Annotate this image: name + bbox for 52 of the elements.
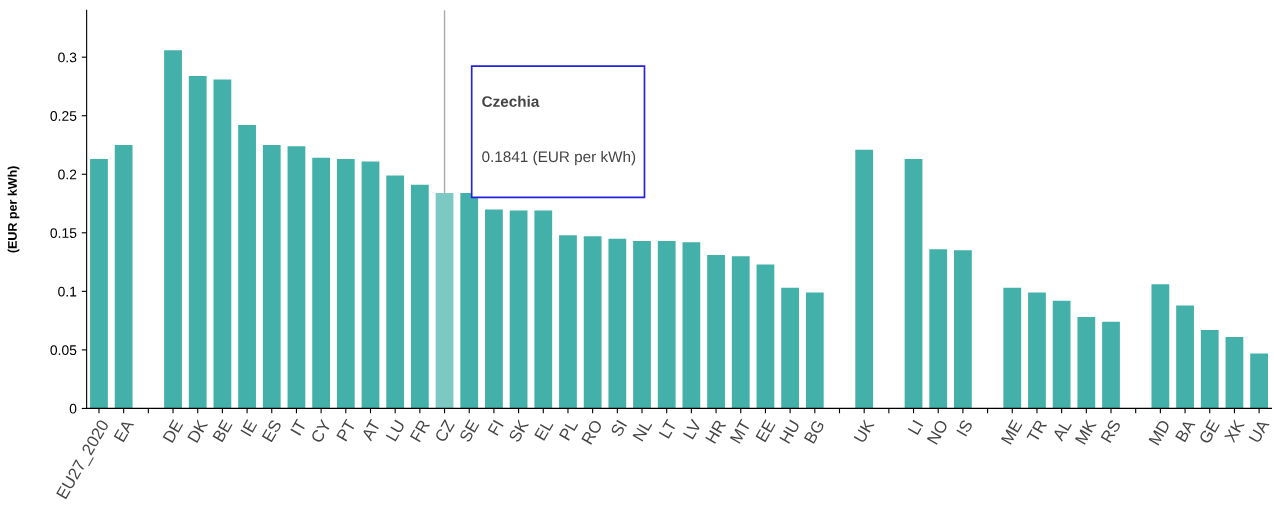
x-tick-label: TR: [1026, 419, 1048, 444]
y-tick-label: 0: [69, 403, 77, 414]
x-tick-label: EA: [113, 418, 135, 443]
x-tick-label: MK: [1075, 418, 1097, 445]
x-tick-label: UK: [853, 418, 875, 444]
x-tick-label: LV: [683, 418, 702, 440]
x-tick-label: CZ: [434, 418, 455, 443]
annotation: 0.1841 (EUR per kWh): [482, 150, 636, 166]
x-tick-label: IT: [290, 418, 307, 436]
x-tick-label: UA: [1248, 418, 1270, 444]
x-tick-label: MD: [1148, 419, 1171, 446]
x-tick-label: BG: [803, 419, 825, 444]
x-tick-label: ME: [1000, 419, 1023, 445]
x-tick-label: NO: [926, 419, 949, 445]
x-tick-label: DE: [162, 419, 184, 444]
x-tick-label: AL: [1051, 418, 1072, 442]
x-tick-label: EE: [755, 419, 776, 443]
y-tick-label: 0.25: [50, 111, 77, 121]
x-tick-label: PL: [558, 418, 579, 441]
x-tick-label: EL: [534, 418, 554, 441]
y-tick-label: 0.15: [50, 228, 77, 238]
x-tick-label: PT: [336, 418, 357, 442]
x-tick-label: SK: [508, 418, 530, 443]
x-tick-label: DK: [187, 418, 209, 444]
x-tick-label: RS: [1100, 419, 1122, 444]
y-tick-label: 0.2: [58, 169, 77, 180]
x-tick-label: GE: [1198, 418, 1220, 445]
x-tick-label: LU: [385, 419, 406, 442]
annotation: Czechia: [482, 95, 540, 107]
y-tick-label: 0.05: [50, 345, 77, 356]
x-tick-label: BE: [212, 419, 233, 443]
x-tick-label: FR: [409, 419, 430, 443]
x-tick-label: SE: [458, 418, 480, 443]
x-tick-label: MT: [729, 418, 752, 444]
x-tick-label: LI: [907, 419, 924, 436]
x-tick-label: IE: [240, 419, 258, 437]
x-tick-label: XK: [1224, 418, 1245, 444]
x-tick-label: IS: [956, 419, 974, 437]
x-tick-label: HU: [779, 419, 801, 444]
x-tick-label: HR: [705, 419, 727, 444]
y-tick-label: 0.1: [58, 286, 77, 297]
x-tick-label: RO: [581, 419, 603, 445]
y-axis-title: (EUR per kWh): [7, 166, 20, 253]
x-tick-label: NL: [632, 418, 653, 442]
x-tick-label: LT: [658, 418, 677, 439]
x-tick-label: CY: [310, 418, 332, 444]
x-tick-label: ES: [261, 419, 282, 443]
x-tick-label: FI: [487, 419, 504, 436]
x-tick-label: AT: [361, 418, 381, 442]
x-tick-label: BA: [1175, 418, 1196, 443]
y-tick-label: 0.3: [58, 52, 77, 63]
x-tick-label: SI: [610, 419, 628, 438]
